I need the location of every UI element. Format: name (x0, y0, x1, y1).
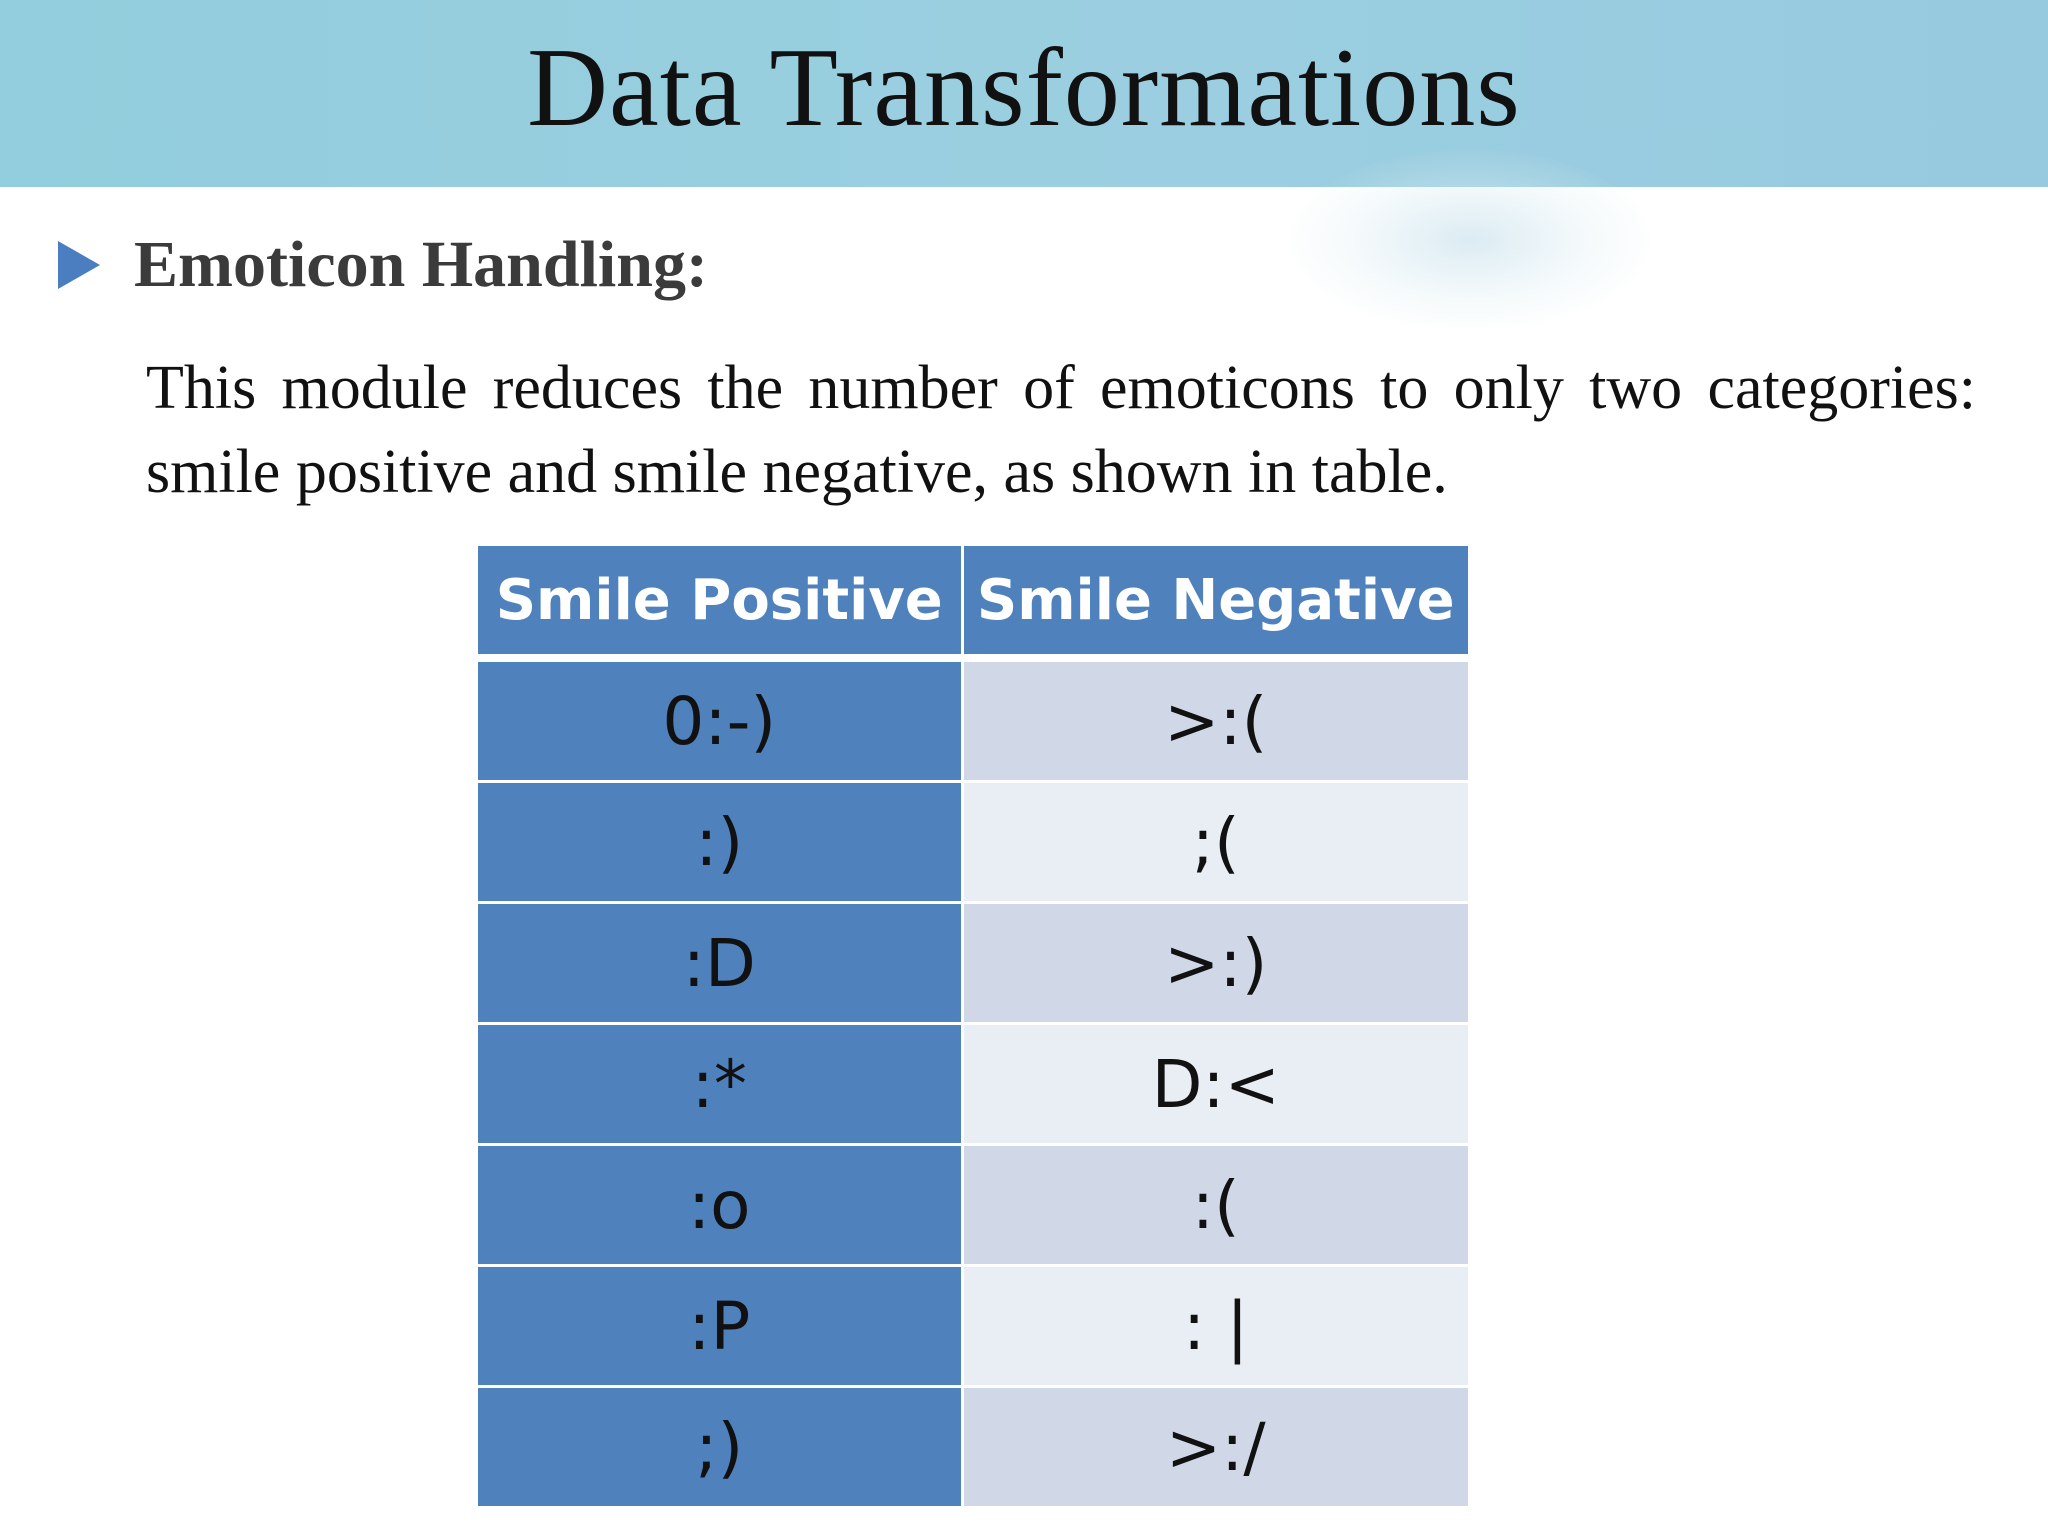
positive-emoticon-cell: :P (478, 1265, 964, 1388)
positive-emoticon-cell: :) (478, 781, 964, 904)
table-row: :* D:< (478, 1023, 1468, 1146)
table-row: :D >:) (478, 902, 1468, 1025)
negative-emoticon-cell: >:/ (962, 1386, 1468, 1509)
table-row: :) ;( (478, 781, 1468, 904)
negative-emoticon-cell: :( (962, 1144, 1468, 1267)
table-header-row: Smile Positive Smile Negative (478, 546, 1468, 662)
positive-emoticon-cell: :o (478, 1144, 964, 1267)
negative-emoticon-cell: ;( (962, 781, 1468, 904)
table-row: :o :( (478, 1144, 1468, 1267)
decorative-glow (1290, 150, 1650, 330)
slide-title: Data Transformations (527, 25, 1521, 150)
positive-emoticon-cell: :* (478, 1023, 964, 1146)
table-row: ;) >:/ (478, 1386, 1468, 1509)
triangle-bullet-icon (58, 241, 100, 289)
table-row: :P : | (478, 1265, 1468, 1388)
header-smile-positive: Smile Positive (478, 546, 964, 662)
negative-emoticon-cell: >:) (962, 902, 1468, 1025)
bullet-body-text: This module reduces the number of emotic… (146, 354, 1976, 506)
table-row: 0:-) >:( (478, 658, 1468, 783)
negative-emoticon-cell: : | (962, 1265, 1468, 1388)
bullet-heading: Emoticon Handling: (134, 228, 708, 301)
header-smile-negative: Smile Negative (962, 546, 1468, 662)
bullet-row: Emoticon Handling: (58, 232, 708, 298)
negative-emoticon-cell: >:( (962, 658, 1468, 783)
emoticon-table: Smile Positive Smile Negative 0:-) >:( :… (478, 546, 1468, 1509)
negative-emoticon-cell: D:< (962, 1023, 1468, 1146)
positive-emoticon-cell: ;) (478, 1386, 964, 1509)
title-bar: Data Transformations (0, 0, 2048, 187)
positive-emoticon-cell: :D (478, 902, 964, 1025)
positive-emoticon-cell: 0:-) (478, 658, 964, 783)
